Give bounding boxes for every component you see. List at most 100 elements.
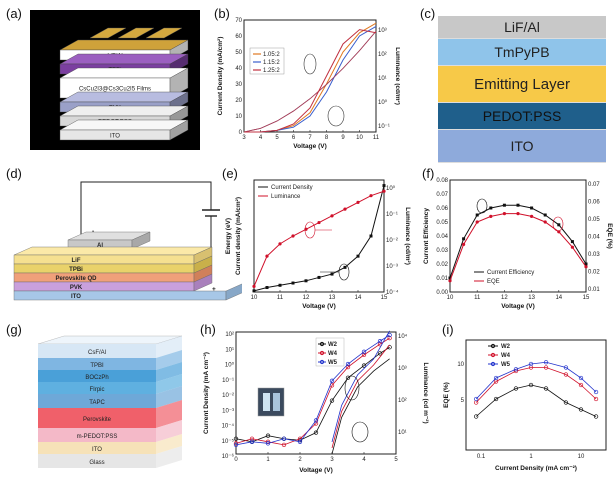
point-W4 — [345, 364, 351, 370]
y-tick-label: 0.03 — [436, 248, 448, 254]
point-W2 — [361, 363, 367, 368]
point-efficiency — [475, 213, 479, 217]
layer-a-side — [169, 119, 189, 141]
y2-tick-label: 10¹ — [398, 430, 407, 436]
point-current-density — [278, 283, 282, 287]
series-luminance-1.05:2 — [243, 30, 377, 133]
series-luminance-1.25:2 — [243, 30, 377, 133]
layer-d-side — [131, 231, 151, 250]
point-W5 — [493, 375, 499, 381]
y-tick-label: 30 — [235, 82, 242, 88]
series-line-W2 — [475, 384, 597, 417]
layer-g-label: BOCzPh — [85, 375, 108, 381]
point-W5 — [345, 361, 351, 367]
x-tick-label: 5 — [394, 457, 398, 463]
point-eqe — [543, 220, 547, 224]
y2-tick-label: 10¹ — [378, 76, 387, 82]
y2-tick-label: 0.04 — [588, 235, 600, 241]
y-axis-label: Current Density (mA cm⁻²) — [203, 352, 210, 434]
x-axis-label: Current Density (mA cm⁻²) — [495, 465, 577, 472]
point-luminance — [252, 284, 256, 288]
y-tick-label: 50 — [235, 50, 242, 56]
x-tick-label: 3 — [330, 457, 334, 463]
layer-g-label: TAPC — [89, 400, 105, 406]
y2-tick-label: 10² — [378, 52, 387, 58]
electrode-strip — [89, 27, 127, 39]
layer-d-label: TPBi — [69, 267, 83, 273]
point-eqe — [584, 265, 588, 269]
point-eqe — [570, 245, 574, 249]
point-W4 — [474, 400, 479, 405]
layer-g-side — [156, 434, 182, 454]
layer-g-front — [38, 428, 156, 442]
layer-g-label: m-PEDOT:PSS — [77, 434, 118, 440]
legend-entry: W2 — [501, 344, 511, 350]
y2-tick-label: 10⁰ — [386, 185, 396, 192]
point-current-density — [369, 234, 373, 238]
y-tick-label: 10⁻⁴ — [222, 423, 235, 430]
layer-g-side — [156, 386, 182, 408]
legend-entry: W2 — [328, 342, 338, 348]
legend-entry: Current Efficiency — [487, 270, 534, 276]
panel-g-layer-stack: CsF/Al TPBI BOCzPh FIrpic TAPC Perovskite m-PE… — [37, 335, 183, 468]
series-line-current-density — [253, 185, 385, 292]
y2-tick-label: 0.03 — [588, 252, 600, 258]
layer-a-top — [59, 67, 189, 79]
layer-g-label: CsF/Al — [88, 350, 106, 356]
plot-frame — [253, 179, 385, 293]
point-efficiency — [584, 262, 588, 266]
annotation-ellipse — [476, 198, 488, 214]
layer-g-side — [156, 362, 182, 382]
y-tick-label: 20 — [235, 98, 242, 104]
y2-tick-label: 0.06 — [588, 200, 600, 206]
x-tick-label: 1 — [266, 457, 270, 463]
point-W4 — [563, 372, 569, 377]
layer-d-label: PVK — [70, 285, 83, 291]
legend-entry: Luminance — [271, 194, 301, 200]
layer-a-top — [59, 119, 189, 131]
point-W4 — [249, 436, 255, 441]
point-luminance — [343, 207, 347, 211]
y-tick-label: 10⁻⁶ — [222, 453, 235, 460]
layer-c-2: Emitting Layer — [438, 66, 606, 103]
point-efficiency — [570, 240, 574, 244]
layer-d-side — [225, 283, 242, 301]
point-W5 — [543, 360, 549, 365]
x-axis-label: Voltage (V) — [501, 303, 534, 310]
point-W4 — [543, 365, 549, 370]
y2-axis-label: Luminance (cd/m²) — [404, 207, 411, 265]
series-luminance-W2 — [331, 358, 390, 455]
point-W5 — [593, 389, 599, 395]
legend-marker — [490, 352, 496, 358]
layer-g-side — [156, 350, 182, 370]
y2-tick-label: 10³ — [398, 366, 407, 372]
panel-label-d: (d) — [6, 166, 22, 181]
point-W4 — [281, 442, 287, 447]
point-W2 — [474, 414, 479, 419]
y-tick-label: 0.04 — [436, 234, 448, 240]
y2-tick-label: 10³ — [378, 28, 387, 34]
point-eqe — [462, 242, 466, 246]
layer-g-side — [156, 420, 182, 442]
y-tick-label: 5 — [461, 398, 465, 404]
layer-g-side — [156, 374, 182, 394]
y-tick-label: 10 — [235, 114, 242, 120]
annotation-ellipse — [344, 375, 360, 401]
panel-c-layer-stack: LiF/Al TmPyPB Emitting Layer PEDOT:PSS ITO — [438, 16, 606, 163]
point-efficiency — [489, 206, 493, 210]
point-luminance — [291, 234, 295, 238]
x-axis-label: Voltage (V) — [299, 467, 332, 474]
panel-label-i: (i) — [442, 322, 454, 337]
x-tick-label: 11 — [474, 295, 481, 301]
point-luminance — [317, 220, 321, 225]
point-current-density — [265, 286, 269, 290]
panel-e-chart: 10 11 12 13 14 15 10⁰ 10⁻¹ 10⁻² 10⁻³ 10⁻⁴ Energy (e… — [225, 179, 411, 310]
layer-c-4: ITO — [438, 130, 606, 163]
series-luminance-1.15:2 — [243, 30, 377, 133]
panel-label-c: (c) — [420, 6, 436, 21]
x-tick-label: 13 — [329, 295, 336, 301]
y-axis-label: Current Efficiency — [423, 208, 430, 264]
point-current-density — [382, 184, 386, 188]
legend-entry: W5 — [328, 360, 338, 366]
legend-entry: 1.05:2 — [263, 52, 280, 58]
